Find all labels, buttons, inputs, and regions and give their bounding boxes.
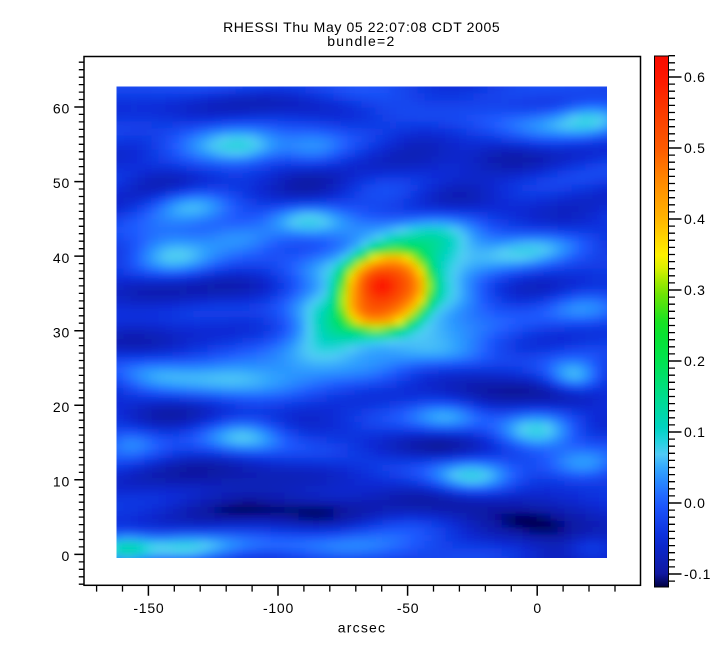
- svg-text:RHESSI Thu May 05 22:07:08 CDT: RHESSI Thu May 05 22:07:08 CDT 2005: [223, 19, 500, 35]
- svg-text:bundle=2: bundle=2: [327, 33, 395, 49]
